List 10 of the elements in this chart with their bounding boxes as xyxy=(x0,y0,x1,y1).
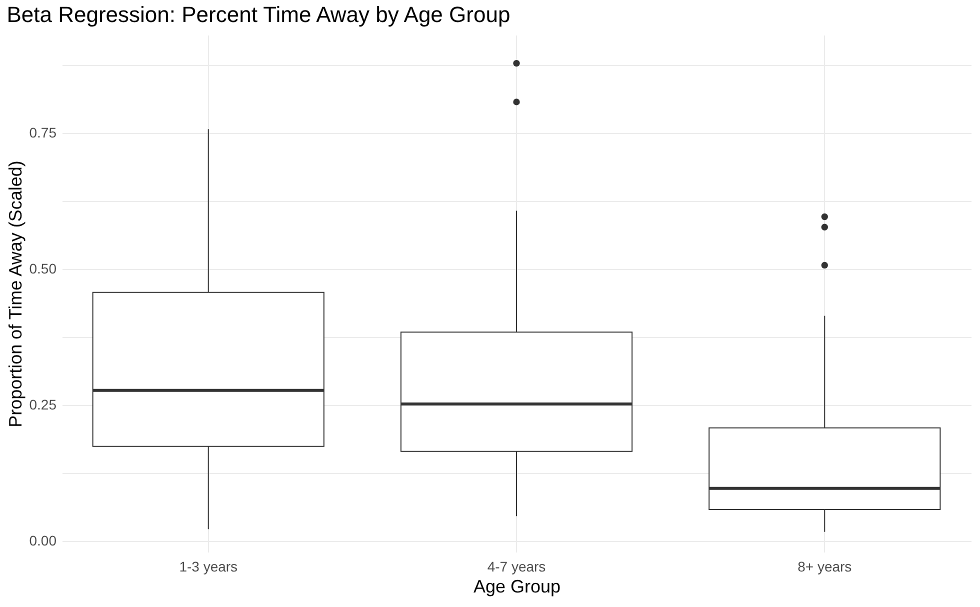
x-tick-label: 1-3 years xyxy=(179,558,238,574)
y-tick-label: 0.75 xyxy=(29,124,57,140)
chart-title: Beta Regression: Percent Time Away by Age Group xyxy=(6,2,510,27)
x-tick-label: 4-7 years xyxy=(487,558,546,574)
x-tick-label: 8+ years xyxy=(798,558,852,574)
y-tick-label: 0.25 xyxy=(29,396,57,413)
y-tick-label: 0.50 xyxy=(29,260,57,277)
y-tick-label: 0.00 xyxy=(29,532,57,549)
x-axis-title: Age Group xyxy=(473,576,561,596)
y-axis-title: Proportion of Time Away (Scaled) xyxy=(5,160,26,428)
